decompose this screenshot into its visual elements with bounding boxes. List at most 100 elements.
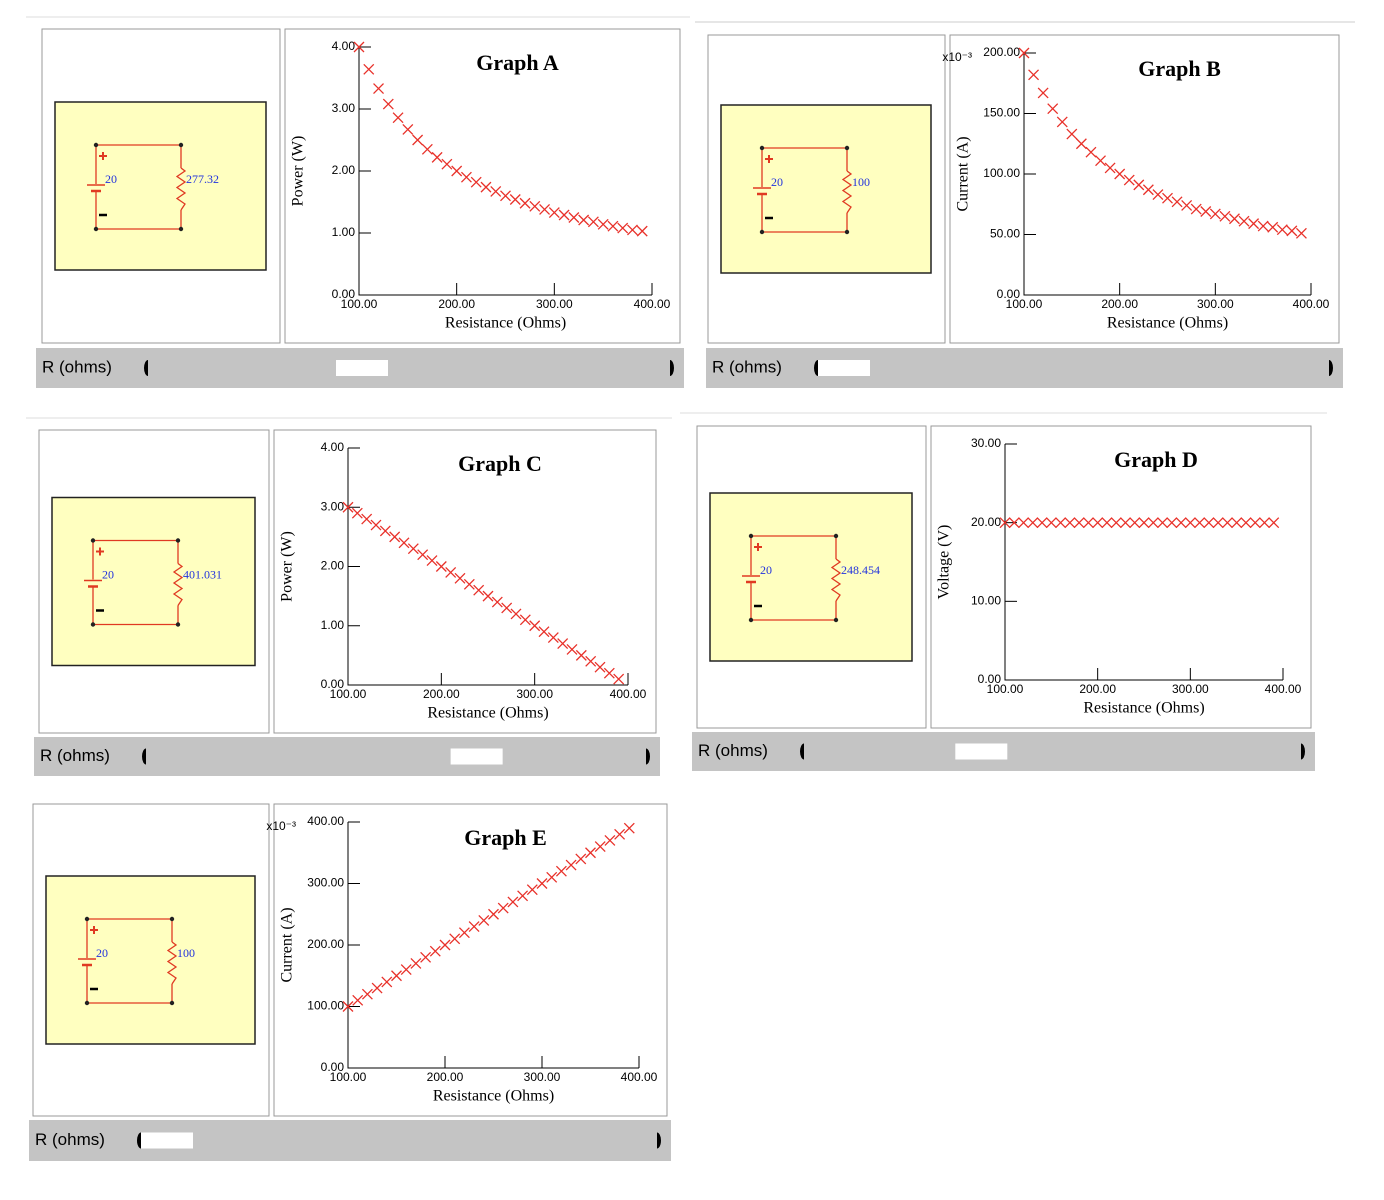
slider-cap: [142, 748, 146, 765]
y-tick-label: 200.00: [307, 937, 344, 951]
data-point: [539, 203, 551, 215]
data-point: [636, 225, 648, 237]
x-axis-label: Resistance (Ohms): [1083, 700, 1204, 717]
data-point: [1267, 221, 1279, 233]
slider-thumb[interactable]: [955, 743, 1008, 760]
circuit-canvas: [709, 492, 913, 662]
slider-thumb[interactable]: [336, 360, 388, 376]
data-point: [1166, 517, 1178, 529]
data-point: [426, 555, 438, 567]
node: [84, 1000, 90, 1006]
data-point: [1203, 517, 1215, 529]
x-tick-label: 200.00: [1079, 682, 1116, 696]
data-point: [529, 200, 541, 212]
data-point: [1209, 208, 1221, 220]
data-point: [431, 151, 443, 163]
source-value: 20: [771, 175, 783, 189]
y-tick-label: 10.00: [971, 594, 1001, 608]
data-point: [420, 951, 432, 963]
y-tick-label: 4.00: [321, 440, 345, 454]
y-tick-label: 50.00: [990, 227, 1020, 241]
data-point: [363, 63, 375, 75]
data-point: [1276, 224, 1288, 236]
slider-thumb[interactable]: [141, 1132, 193, 1149]
slider-thumb[interactable]: [818, 360, 870, 376]
slider-label: R (ohms): [40, 746, 110, 765]
data-point: [614, 828, 626, 840]
data-point: [538, 626, 550, 638]
data-point: [1219, 210, 1231, 222]
data-point: [597, 218, 609, 230]
data-point: [473, 584, 485, 596]
data-point: [410, 957, 422, 969]
y-tick-label: 0.00: [321, 1060, 345, 1074]
x-tick-label: 400.00: [1265, 682, 1302, 696]
chart-title: Graph D: [1114, 447, 1198, 472]
x-tick-label: 300.00: [524, 1070, 561, 1084]
y-axis-label: Power (W): [279, 531, 296, 602]
node: [844, 229, 850, 235]
data-point: [412, 134, 424, 146]
data-point: [1147, 517, 1159, 529]
data-point: [1221, 517, 1233, 529]
data-point: [400, 964, 412, 976]
data-point: [519, 614, 531, 626]
data-point: [1037, 87, 1049, 99]
data-point: [1064, 517, 1076, 529]
y-axis-label: Voltage (V): [936, 525, 953, 600]
y-tick-label: 30.00: [971, 436, 1001, 450]
slider-cap: [814, 360, 818, 376]
data-point: [603, 667, 615, 679]
x-tick-label: 400.00: [610, 687, 647, 701]
data-point: [1162, 192, 1173, 204]
resistor: [830, 558, 842, 602]
source-value: 20: [96, 946, 108, 960]
slider-label: R (ohms): [698, 741, 768, 760]
data-point: [1184, 517, 1196, 529]
data-point: [627, 224, 638, 236]
data-point: [1101, 517, 1113, 529]
y-tick-label: 3.00: [332, 101, 356, 115]
data-point: [575, 649, 587, 661]
slider-bar: [34, 737, 660, 776]
x-tick-label: 400.00: [621, 1070, 658, 1084]
data-point: [1104, 162, 1116, 174]
slider-cap: [144, 360, 148, 376]
data-point: [460, 171, 472, 183]
chart-title: Graph C: [458, 451, 542, 476]
slider-cap: [1329, 360, 1333, 376]
y-tick-label: 2.00: [332, 163, 356, 177]
node: [178, 226, 184, 232]
data-point: [353, 41, 365, 53]
data-point: [361, 988, 373, 1000]
data-point: [370, 519, 382, 531]
data-point: [1114, 168, 1126, 180]
data-point: [480, 181, 492, 193]
data-point: [351, 507, 363, 519]
x-tick-label: 200.00: [423, 687, 460, 701]
x-axis-label: Resistance (Ohms): [427, 705, 548, 722]
data-point: [398, 537, 410, 549]
data-point: [1018, 47, 1030, 59]
data-point: [594, 661, 606, 673]
data-point: [568, 212, 580, 223]
data-point: [1200, 206, 1212, 217]
y-tick-label: 2.00: [321, 559, 345, 573]
y-axis-label: Current (A): [279, 907, 296, 982]
data-point: [1295, 227, 1307, 239]
y-tick-label: 100.00: [307, 999, 344, 1013]
data-point: [402, 124, 414, 135]
chart-title: Graph A: [476, 50, 559, 75]
node: [169, 916, 175, 922]
data-point: [526, 884, 538, 896]
slider-thumb[interactable]: [450, 748, 503, 765]
data-point: [1194, 517, 1206, 529]
data-point: [449, 933, 461, 945]
resistor: [166, 941, 178, 985]
data-point: [617, 222, 629, 234]
x-tick-label: 300.00: [536, 297, 573, 311]
node: [833, 617, 839, 623]
y-axis-label: Current (A): [955, 136, 972, 211]
source-value: 20: [105, 172, 117, 186]
data-point: [1259, 517, 1270, 529]
